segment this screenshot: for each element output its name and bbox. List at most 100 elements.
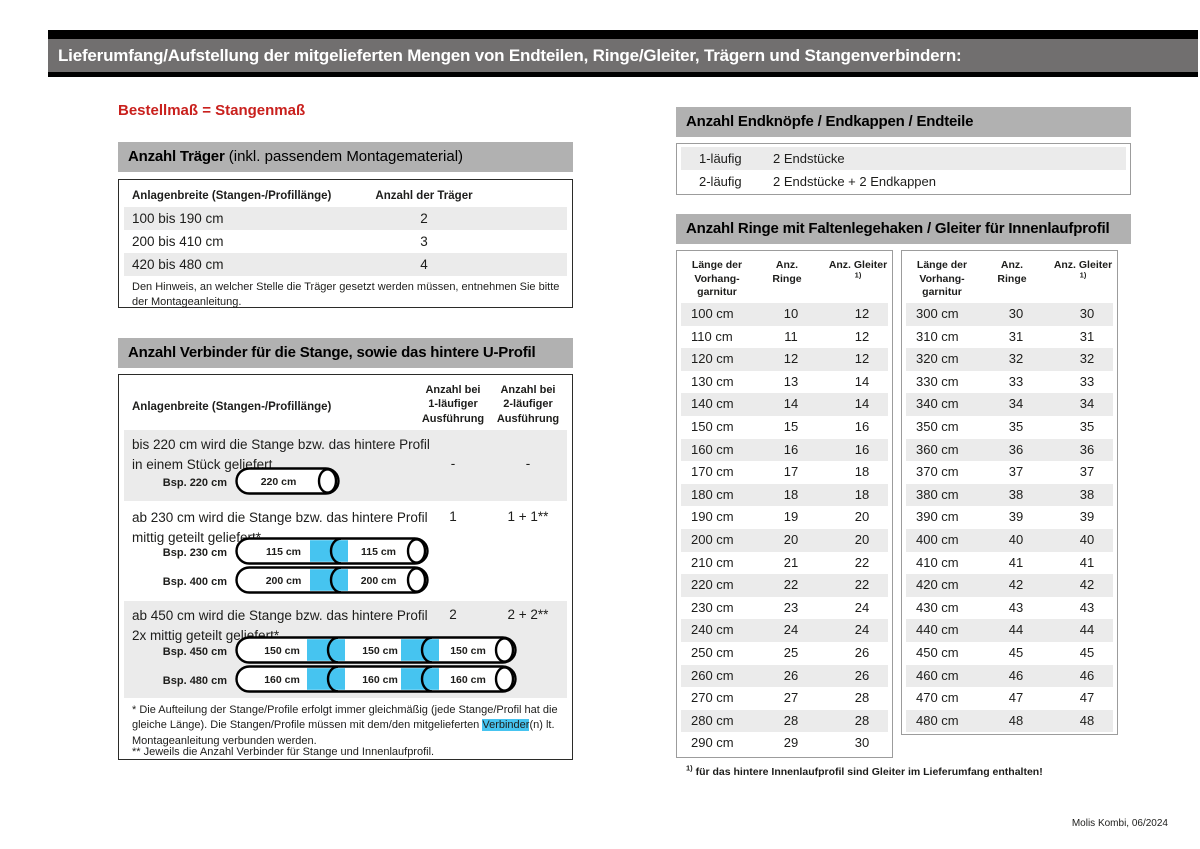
gleiter-cell: 20 (854, 532, 870, 547)
gleiter-cell: 48 (1079, 712, 1095, 728)
gleiter-cell: 41 (1079, 554, 1095, 570)
table-row: 270 cm 27 28 (681, 687, 888, 710)
length-cell: 390 cm (916, 509, 959, 525)
length-cell: 350 cm (916, 419, 959, 434)
traeger-note: Den Hinweis, an welcher Stelle die Träge… (132, 281, 560, 308)
verbinder-value-1laeufig: - (450, 456, 456, 471)
svg-text:200 cm: 200 cm (266, 575, 302, 587)
ringe-cell: 27 (783, 690, 799, 706)
footnote-text: (n) lt. Montageanleitung verbunden werde… (132, 719, 555, 747)
endteile-table: 1-läufig 2 Endstücke 2-läufig 2 Endstücke +… (676, 143, 1131, 195)
table-row: 220 cm 22 22 (681, 574, 888, 597)
ringe-table-right: Länge der Vorhang- garnitur Anz. Ringe A… (901, 250, 1118, 735)
ringe-cell: 42 (1008, 577, 1024, 593)
table-row: 420 bis 480 cm 4 (124, 253, 567, 276)
ringe-cell: 48 (1008, 712, 1024, 728)
length-cell: 200 cm (691, 532, 734, 547)
gleiter-cell: 14 (854, 373, 870, 389)
traeger-table: Anlagenbreite (Stangen-/Profillänge) Anz… (118, 179, 573, 308)
ringe-col-ringe: Anz. Ringe (997, 259, 1027, 285)
gleiter-cell: 28 (854, 712, 870, 728)
gleiter-cell: 26 (854, 667, 870, 683)
gleiter-cell: 37 (1079, 464, 1095, 480)
gleiter-cell: 26 (854, 645, 870, 660)
gleiter-cell: 38 (1079, 486, 1095, 502)
length-cell: 280 cm (691, 712, 734, 728)
anzahl-cell: 2 (420, 211, 428, 226)
example-label: Bsp. 450 cm (162, 646, 227, 658)
length-cell: 330 cm (916, 373, 959, 389)
ringe-cell: 47 (1008, 690, 1024, 706)
page-title: Lieferumfang/Aufstellung der mitgeliefer… (58, 46, 962, 65)
ringe-footnote-sup: 1) (686, 763, 693, 773)
ringe-cell: 17 (783, 464, 799, 480)
verbinder-row-text: ab 450 cm wird die Stange bzw. das hinte… (132, 608, 428, 643)
table-row: 440 cm 44 44 (906, 619, 1113, 642)
table-row: 420 cm 42 42 (906, 574, 1113, 597)
table-row: 200 cm 20 20 (681, 529, 888, 552)
length-cell: 460 cm (916, 667, 959, 683)
ringe-cell: 20 (783, 532, 799, 547)
gleiter-cell: 14 (854, 396, 870, 412)
breite-cell: 420 bis 480 cm (132, 257, 224, 272)
table-row: 340 cm 34 34 (906, 393, 1113, 416)
example-label: Bsp. 220 cm (162, 477, 227, 489)
verbinder-footnote-1: * Die Aufteilung der Stange/Profile erfo… (132, 703, 566, 749)
gleiter-cell: 32 (1079, 351, 1095, 367)
length-cell: 400 cm (916, 532, 959, 547)
subtitle-bestellmass: Bestellmaß = Stangenmaß (118, 102, 306, 119)
ringe-cell: 25 (783, 645, 799, 660)
length-cell: 290 cm (691, 735, 734, 751)
endteile-rows: 1-läufig 2 Endstücke 2-läufig 2 Endstücke +… (677, 147, 1130, 194)
length-cell: 140 cm (691, 396, 734, 412)
length-cell: 380 cm (916, 486, 959, 502)
gleiter-cell: 16 (854, 441, 870, 457)
section-header-traeger-rest: (inkl. passendem Montagematerial) (224, 148, 464, 165)
length-cell: 430 cm (916, 599, 959, 615)
table-row: 430 cm 43 43 (906, 597, 1113, 620)
svg-text:220 cm: 220 cm (261, 476, 297, 488)
verbinder-row-text: ab 230 cm wird die Stange bzw. das hinte… (132, 510, 428, 545)
length-cell: 370 cm (916, 464, 959, 480)
ringe-col-laenge: Länge der Vorhang- garnitur (916, 259, 968, 299)
ringe-cell: 44 (1008, 622, 1024, 638)
table-row: 310 cm 31 31 (906, 326, 1113, 349)
ringe-table-left: Länge der Vorhang- garnitur Anz. Ringe A… (676, 250, 893, 758)
verbinder-value-2laeufig: 2 + 2** (507, 607, 549, 622)
length-cell: 450 cm (916, 645, 959, 660)
rod-diagram: 220 cm (235, 466, 340, 500)
svg-text:150 cm: 150 cm (362, 645, 398, 657)
gleiter-cell: 40 (1079, 532, 1095, 547)
traeger-col-anzahl: Anzahl der Träger (375, 190, 473, 202)
example-label: Bsp. 230 cm (162, 547, 227, 559)
length-cell: 170 cm (691, 464, 734, 480)
gleiter-cell: 31 (1079, 328, 1095, 344)
gleiter-cell: 22 (854, 554, 870, 570)
ringe-cell: 10 (783, 306, 799, 321)
ringe-col-gleiter-label: Anz. Gleiter (1053, 259, 1113, 271)
length-cell: 470 cm (916, 690, 959, 706)
ringe-cell: 14 (783, 396, 799, 412)
ringe-cell: 37 (1008, 464, 1024, 480)
ringe-cell: 32 (1008, 351, 1024, 367)
length-cell: 320 cm (916, 351, 959, 367)
gleiter-cell: 47 (1079, 690, 1095, 706)
length-cell: 230 cm (691, 599, 734, 615)
ringe-cell: 39 (1008, 509, 1024, 525)
laeufig-cell: 1-läufig (699, 151, 742, 166)
svg-text:160 cm: 160 cm (450, 674, 486, 686)
table-row: 230 cm 23 24 (681, 597, 888, 620)
table-row: 200 bis 410 cm 3 (124, 230, 567, 253)
rod-diagram: 150 cm 150 cm 150 cm (235, 635, 517, 669)
ringe-footnote: 1) für das hintere Innenlaufprofil sind … (686, 763, 1043, 778)
gleiter-cell: 43 (1079, 599, 1095, 615)
length-cell: 310 cm (916, 328, 959, 344)
section-header-endteile: Anzahl Endknöpfe / Endkappen / Endteile (676, 107, 1131, 137)
table-row: 360 cm 36 36 (906, 438, 1113, 462)
table-row: 100 bis 190 cm 2 (124, 207, 567, 230)
example-label: Bsp. 480 cm (162, 675, 227, 687)
verbinder-col-2laeufig: Anzahl bei 2-läufiger Ausführung (496, 384, 560, 425)
verbinder-highlight: Verbinder (482, 719, 530, 732)
gleiter-cell: 24 (854, 622, 870, 638)
table-row: 460 cm 46 46 (906, 664, 1113, 688)
